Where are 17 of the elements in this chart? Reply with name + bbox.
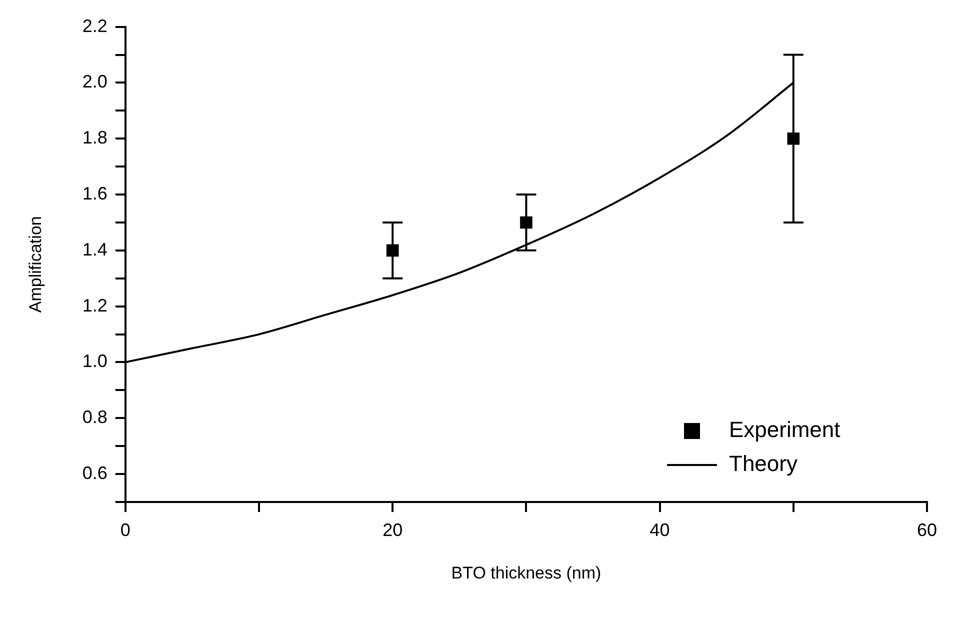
y-tick-label: 1.6 <box>82 183 108 204</box>
x-tick-label: 40 <box>650 520 670 540</box>
y-tick-label: 1.0 <box>82 351 108 372</box>
x-tick-label: 60 <box>916 520 938 540</box>
x-axis-title: BTO thickness (nm) <box>451 563 602 582</box>
x-tick-label: 0 <box>120 520 130 540</box>
x-tick-label: 20 <box>382 520 403 540</box>
y-tick-label: 0.6 <box>82 463 108 484</box>
y-tick-label: 1.2 <box>82 295 108 316</box>
y-axis-title: Amplification <box>26 216 45 313</box>
y-tick-label: 1.4 <box>82 239 108 260</box>
legend-label: Theory <box>729 451 798 476</box>
y-tick-label: 1.8 <box>82 128 108 148</box>
legend-label: Experiment <box>729 417 840 442</box>
y-tick-label: 2.2 <box>82 16 108 36</box>
y-tick-label: 0.8 <box>82 407 108 428</box>
y-tick-label: 2.0 <box>82 72 108 92</box>
